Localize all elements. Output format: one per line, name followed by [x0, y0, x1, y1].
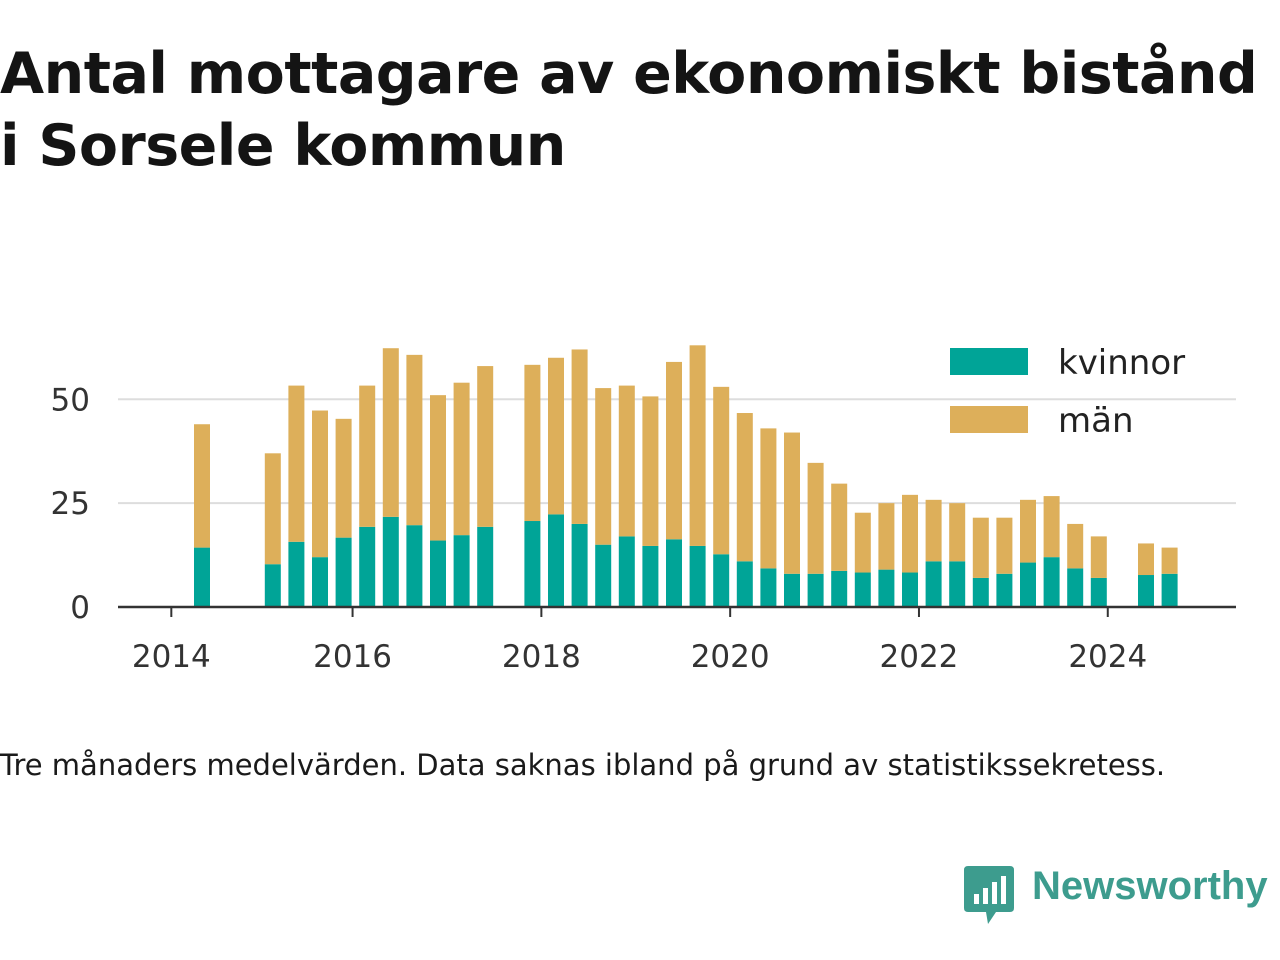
bar-kvinnor-2018-Q4 — [618, 536, 635, 607]
bar-kvinnor-2015-Q4 — [335, 537, 352, 607]
x-tick-label: 2016 — [313, 639, 392, 675]
bar-man-2016-Q3 — [406, 354, 423, 526]
bar-kvinnor-2014-Q2 — [194, 547, 210, 607]
x-tick-label: 2024 — [1068, 639, 1147, 675]
legend-swatch-man — [950, 406, 1028, 433]
x-tick-label: 2020 — [691, 639, 770, 675]
bar-man-2020-Q2 — [760, 428, 777, 569]
y-tick-label: 25 — [51, 486, 90, 522]
bar-kvinnor-2017-Q1 — [453, 535, 470, 607]
bar-kvinnor-2018-Q2 — [571, 523, 588, 607]
bar-kvinnor-2021-Q2 — [854, 572, 871, 607]
bar-man-2016-Q1 — [359, 385, 376, 527]
bar-man-2023-Q2 — [1043, 496, 1060, 558]
bar-man-2018-Q2 — [571, 349, 588, 524]
legend: kvinnor män — [950, 343, 1185, 441]
bar-kvinnor-2016-Q1 — [359, 526, 376, 607]
chart-title: Antal mottagare av ekonomiskt bistånd i … — [0, 41, 1258, 179]
bar-man-2017-Q1 — [453, 382, 470, 536]
bar-kvinnor-2023-Q3 — [1067, 568, 1084, 607]
bar-kvinnor-2023-Q1 — [1020, 562, 1036, 607]
bar-kvinnor-2019-Q2 — [666, 539, 682, 607]
bar-man-2022-Q3 — [972, 517, 989, 578]
bar-man-2024-Q3 — [1161, 547, 1178, 574]
bar-man-2018-Q4 — [618, 385, 635, 537]
bar-man-2020-Q4 — [807, 462, 824, 574]
bar-kvinnor-2021-Q3 — [878, 569, 895, 607]
bar-kvinnor-2016-Q3 — [406, 525, 423, 607]
x-tick-label: 2014 — [132, 639, 211, 675]
bar-man-2021-Q3 — [878, 503, 895, 570]
bar-man-2019-Q2 — [666, 361, 682, 540]
bar-kvinnor-2022-Q3 — [972, 577, 989, 607]
bar-man-2020-Q1 — [736, 413, 753, 562]
bar-kvinnor-2018-Q3 — [595, 544, 612, 607]
bar-kvinnor-2017-Q4 — [524, 521, 541, 607]
brand-name: Newsworthy — [1032, 864, 1268, 908]
bar-man-2019-Q3 — [689, 345, 706, 546]
bar-kvinnor-2020-Q4 — [807, 573, 824, 607]
bar-man-2019-Q1 — [642, 396, 659, 546]
bar-man-2018-Q3 — [595, 388, 612, 545]
bar-man-2018-Q1 — [548, 357, 564, 515]
y-tick-label: 0 — [70, 590, 90, 626]
bar-man-2021-Q4 — [902, 494, 918, 573]
bar-kvinnor-2017-Q2 — [477, 526, 494, 607]
bar-kvinnor-2022-Q4 — [996, 573, 1013, 607]
legend-label-kvinnor: kvinnor — [1058, 343, 1185, 383]
bar-man-2017-Q4 — [524, 364, 541, 522]
bar-man-2022-Q1 — [925, 499, 942, 562]
bar-kvinnor-2024-Q3 — [1161, 573, 1178, 607]
brand-logo[interactable]: Newsworthy — [964, 864, 1280, 928]
bar-man-2020-Q3 — [784, 432, 800, 574]
bar-kvinnor-2016-Q4 — [430, 540, 446, 607]
bar-kvinnor-2015-Q1 — [264, 564, 281, 607]
bar-man-2022-Q4 — [996, 517, 1013, 574]
bar-man-2015-Q2 — [288, 385, 305, 542]
bar-kvinnor-2015-Q3 — [312, 557, 328, 607]
bar-man-2016-Q2 — [382, 348, 399, 517]
x-tick-label: 2018 — [502, 639, 581, 675]
bar-kvinnor-2016-Q2 — [382, 516, 399, 607]
bar-kvinnor-2020-Q1 — [736, 561, 753, 607]
bar-kvinnor-2019-Q1 — [642, 545, 659, 607]
bar-kvinnor-2021-Q4 — [902, 572, 918, 607]
bar-man-2023-Q1 — [1020, 499, 1036, 563]
bar-man-2019-Q4 — [713, 386, 730, 555]
bar-kvinnor-2022-Q1 — [925, 561, 942, 607]
stacked-bar-chart: 0 25 50 2014 2016 2018 2020 2022 2024 kvinnor mä… — [51, 343, 1236, 675]
bar-kvinnor-2023-Q4 — [1090, 577, 1107, 607]
x-tick-label: 2022 — [880, 639, 959, 675]
bar-man-2015-Q1 — [264, 453, 281, 565]
bar-man-2023-Q4 — [1090, 536, 1107, 578]
bar-man-2021-Q2 — [854, 512, 871, 573]
bar-man-2021-Q1 — [831, 483, 848, 571]
bar-man-2024-Q2 — [1138, 543, 1154, 576]
bar-kvinnor-2019-Q4 — [713, 554, 730, 607]
bar-kvinnor-2015-Q2 — [288, 541, 305, 607]
bar-kvinnor-2022-Q2 — [949, 561, 966, 607]
y-tick-label: 50 — [51, 382, 90, 418]
bar-man-2022-Q2 — [949, 503, 966, 562]
bar-kvinnor-2020-Q2 — [760, 568, 777, 607]
bars — [194, 345, 1178, 607]
bar-kvinnor-2023-Q2 — [1043, 557, 1060, 607]
axes: 0 25 50 2014 2016 2018 2020 2022 2024 — [51, 382, 1236, 675]
bar-man-2017-Q2 — [477, 366, 494, 527]
bar-man-2016-Q4 — [430, 395, 446, 541]
legend-label-man: män — [1058, 401, 1134, 441]
bar-kvinnor-2024-Q2 — [1138, 575, 1154, 607]
legend-swatch-kvinnor — [950, 348, 1028, 375]
newsworthy-logo-icon — [964, 866, 1014, 924]
bar-man-2015-Q4 — [335, 418, 352, 538]
bar-man-2023-Q3 — [1067, 523, 1084, 569]
bar-kvinnor-2020-Q3 — [784, 573, 800, 607]
bar-kvinnor-2018-Q1 — [548, 514, 564, 607]
bar-kvinnor-2019-Q3 — [689, 545, 706, 607]
bar-man-2015-Q3 — [312, 410, 328, 558]
footnote: Tre månaders medelvärden. Data saknas ib… — [0, 748, 1166, 782]
bar-kvinnor-2021-Q1 — [831, 570, 848, 607]
bar-man-2014-Q2 — [194, 424, 210, 548]
